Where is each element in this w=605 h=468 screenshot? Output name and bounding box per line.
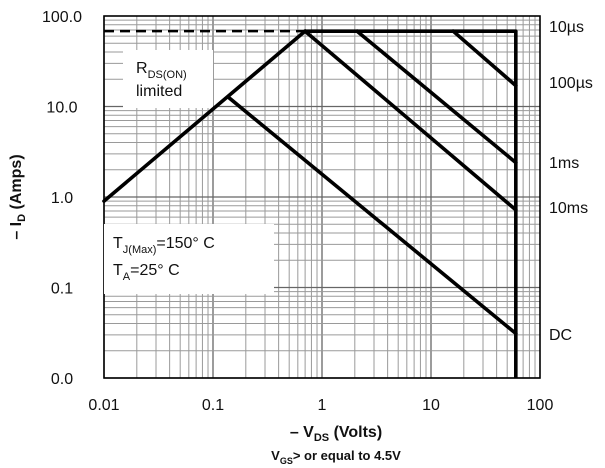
- ta-prefix: T: [113, 262, 123, 279]
- y-axis-title-prefix: – I: [8, 222, 25, 240]
- series-line: [303, 29, 518, 212]
- plot-frame: [103, 15, 541, 379]
- ta-subscript: A: [123, 271, 131, 283]
- series-label: 10ms: [549, 200, 588, 217]
- y-tick-label: 0.1: [51, 281, 73, 298]
- tj-subscript: J(Max): [123, 244, 157, 256]
- series-line: [355, 29, 518, 165]
- series-line: [451, 29, 518, 88]
- ta-suffix: =25° C: [130, 262, 180, 279]
- x-tick-label: 1: [318, 397, 327, 414]
- rds-subscript: DS(ON): [148, 69, 187, 81]
- y-axis-title-suffix: (Amps): [8, 154, 25, 214]
- x-axis-title-subscript: DS: [314, 432, 329, 444]
- rds-note-box: [123, 50, 213, 108]
- rds-on-limit-line: [102, 29, 307, 203]
- plot-border: [103, 15, 541, 379]
- x-axis-note-prefix: V: [271, 448, 280, 463]
- tj-prefix: T: [113, 235, 123, 252]
- chart-texts: 10µs 100µs 1ms 10ms DC 100.0 10.0 1.0 0.1 0.0 0.01…: [8, 9, 593, 466]
- x-tick-label: 0.1: [202, 397, 224, 414]
- x-tick-label: 10: [422, 397, 440, 414]
- series-label: DC: [549, 327, 572, 344]
- tj-annotation: TJ(Max)=150° C: [113, 235, 215, 256]
- x-axis-note-subscript: GS: [280, 456, 293, 466]
- rds-annotation-line2: limited: [136, 83, 182, 100]
- temperature-note-box: [104, 224, 274, 294]
- ta-annotation: TA=25° C: [113, 262, 180, 283]
- rds-annotation: RDS(ON): [136, 60, 187, 81]
- x-axis-note: VGS> or equal to 4.5V: [271, 448, 401, 466]
- series-label: 10µs: [549, 19, 584, 36]
- series-label: 1ms: [549, 155, 579, 172]
- annotation-boxes: [104, 50, 274, 294]
- series-label: 100µs: [549, 75, 593, 92]
- x-tick-label: 100: [527, 397, 554, 414]
- x-tick-label: 0.01: [88, 397, 119, 414]
- x-axis-title-prefix: – V: [290, 424, 314, 441]
- y-tick-label: 10.0: [46, 100, 77, 117]
- y-tick-label: 0.0: [51, 371, 73, 388]
- x-axis-title: – VDS (Volts): [290, 424, 382, 444]
- y-tick-label: 1.0: [51, 190, 73, 207]
- rds-prefix: R: [136, 60, 148, 77]
- y-axis-title: – ID (Amps): [8, 154, 28, 239]
- tj-suffix: =150° C: [156, 235, 214, 252]
- series-line: [227, 95, 518, 336]
- curves: [102, 29, 518, 378]
- y-tick-label: 100.0: [42, 9, 82, 26]
- y-axis-title-subscript: D: [16, 214, 28, 222]
- x-axis-title-suffix: (Volts): [329, 424, 382, 441]
- x-axis-note-suffix: > or equal to 4.5V: [293, 448, 401, 463]
